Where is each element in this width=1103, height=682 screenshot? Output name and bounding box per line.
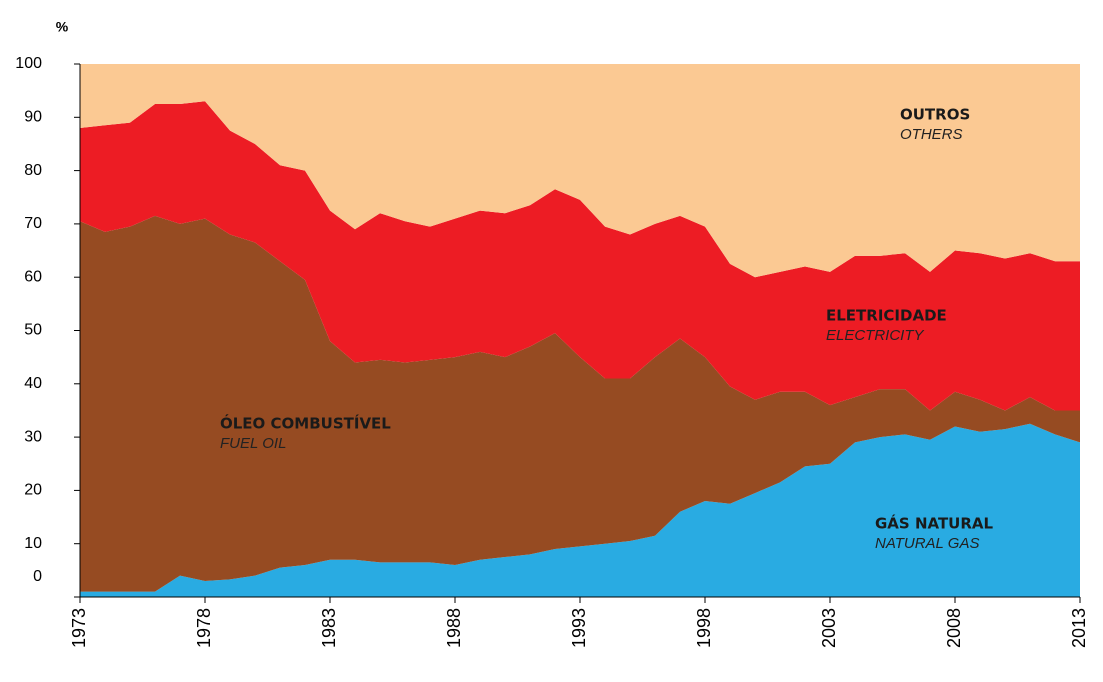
series-label-en: OTHERS (900, 126, 963, 143)
series-label: GÁS NATURAL (875, 514, 994, 533)
area (80, 64, 1080, 278)
x-tick-label: 1988 (444, 608, 464, 648)
y-axis-label: % (56, 19, 69, 35)
y-tick-label: 90 (24, 109, 42, 126)
area (80, 423, 1080, 597)
y-tick-label: 60 (24, 268, 42, 285)
series-label: ÓLEO COMBUSTÍVEL (220, 414, 391, 433)
y-tick-label: 40 (24, 375, 42, 392)
y-tick-label: 0 (33, 568, 42, 585)
x-tick-label: 2013 (1069, 608, 1089, 648)
y-tick-label: 10 (24, 535, 42, 552)
y-tick-label: 20 (24, 482, 42, 499)
x-tick-label: 1973 (69, 608, 89, 648)
y-tick-label: 80 (24, 162, 42, 179)
series-label-en: ELECTRICITY (826, 327, 925, 344)
series-label-en: FUEL OIL (220, 435, 286, 452)
area (80, 101, 1080, 411)
x-tick-label: 1978 (194, 608, 214, 648)
series-label-en: NATURAL GAS (875, 535, 979, 552)
series-label: OUTROS (900, 106, 970, 124)
x-tick-label: 1993 (569, 608, 589, 648)
x-tick-label: 1998 (694, 608, 714, 648)
area (80, 215, 1080, 592)
series-label: ELETRICIDADE (826, 307, 947, 325)
y-tick-label: 30 (24, 428, 42, 445)
x-tick-label: 2008 (944, 608, 964, 648)
y-tick-label: 100 (15, 55, 42, 72)
x-tick-label: 1983 (319, 608, 339, 648)
y-tick-label: 50 (24, 322, 42, 339)
x-tick-label: 2003 (819, 608, 839, 648)
y-tick-label: 70 (24, 215, 42, 232)
